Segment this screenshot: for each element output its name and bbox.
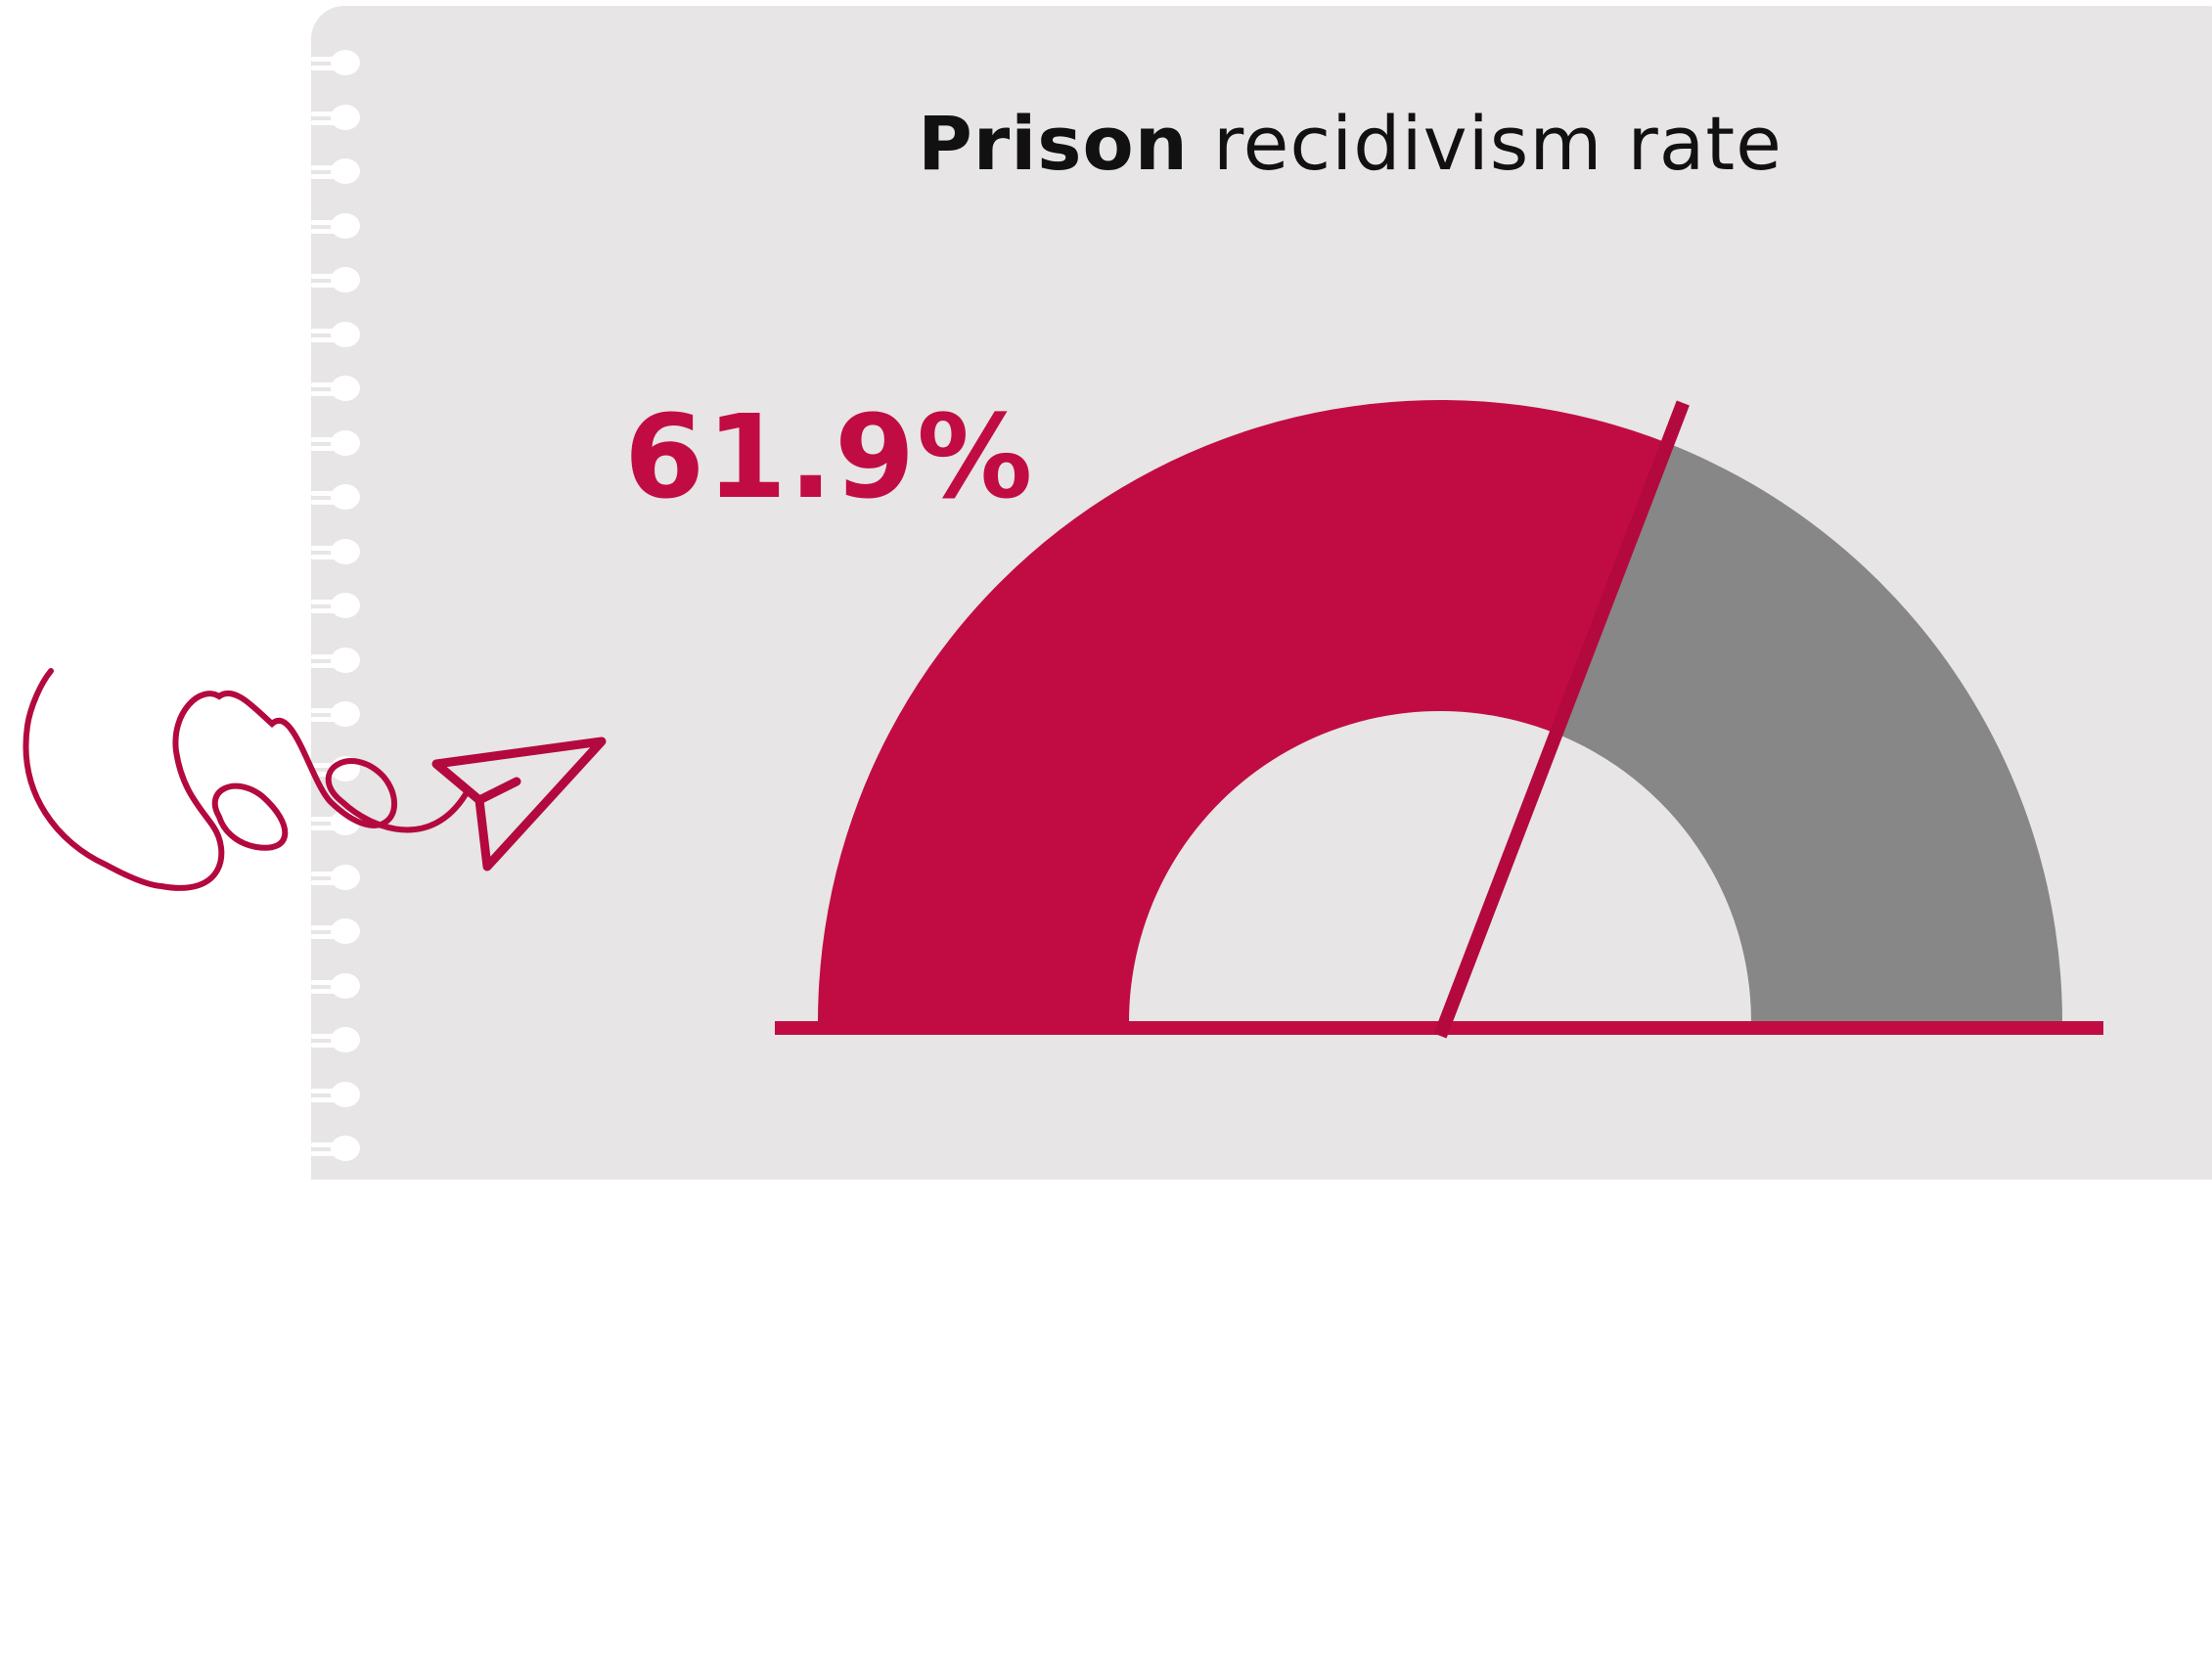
binding-ring <box>309 1352 387 1381</box>
binding-ring <box>309 266 387 295</box>
binding-ring <box>309 375 387 404</box>
binding-ring <box>309 647 387 676</box>
chart-title-bold: Prison <box>918 100 1189 187</box>
gauge-value-label: 61.9% <box>624 389 1035 524</box>
chart-title-regular: recidivism rate <box>1213 100 1783 187</box>
gauge-segment-value <box>818 400 1668 1022</box>
paper-plane-icon <box>431 737 607 871</box>
gauge-segment-remainder <box>1554 442 2062 1022</box>
binding-ring <box>309 1081 387 1110</box>
binding-ring <box>309 49 387 78</box>
binding-ring <box>309 917 387 947</box>
binding-ring <box>309 972 387 1002</box>
binding-ring <box>309 700 387 730</box>
loop-doodle-icon <box>23 668 469 891</box>
binding-ring <box>309 1460 387 1490</box>
binding-ring <box>309 483 387 513</box>
binding-ring <box>309 1515 387 1544</box>
binding-ring <box>309 1189 387 1219</box>
gauge-chart <box>23 400 2103 1039</box>
binding-ring <box>309 1624 387 1653</box>
binding-ring <box>309 157 387 187</box>
binding-ring <box>309 104 387 133</box>
binding-ring <box>309 1026 387 1055</box>
gauge-needle <box>1433 400 1690 1039</box>
binding-ring <box>309 592 387 621</box>
binding-ring <box>309 864 387 893</box>
binding-ring <box>309 1569 387 1598</box>
binding-ring <box>309 321 387 350</box>
binding-ring <box>309 429 387 459</box>
binding-ring <box>309 1407 387 1436</box>
binding-ring <box>309 1298 387 1327</box>
chart-title: Prison recidivism rate <box>685 100 2015 187</box>
binding-ring <box>309 212 387 242</box>
binding-ring <box>309 1243 387 1273</box>
binding-ring <box>309 538 387 567</box>
